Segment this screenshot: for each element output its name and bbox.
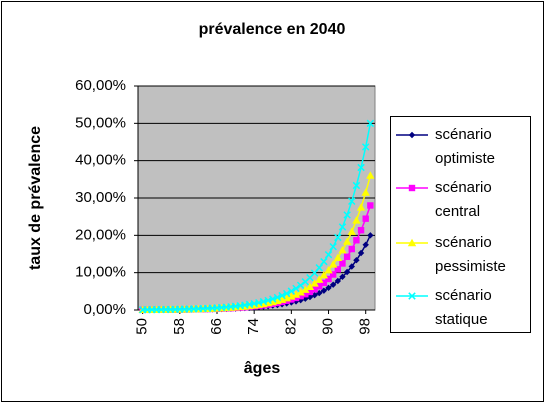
marker xyxy=(348,197,356,206)
marker xyxy=(357,227,365,234)
marker xyxy=(328,260,338,268)
marker xyxy=(296,281,305,290)
y-tick-label: 0,00% xyxy=(83,301,126,318)
marker xyxy=(342,237,352,245)
marker xyxy=(353,256,360,264)
marker xyxy=(357,163,365,172)
legend-entry: scénario optimiste xyxy=(396,126,495,167)
marker xyxy=(367,202,374,209)
marker xyxy=(361,188,370,196)
x-tick-label: 66 xyxy=(208,318,225,335)
marker xyxy=(408,131,416,139)
marker xyxy=(302,291,309,298)
marker xyxy=(287,292,296,300)
marker xyxy=(287,287,296,295)
marker xyxy=(343,268,351,276)
marker xyxy=(367,232,374,239)
marker xyxy=(343,253,351,260)
marker xyxy=(297,292,304,300)
marker xyxy=(324,265,333,274)
y-tick-label: 30,00% xyxy=(75,189,126,206)
marker xyxy=(348,263,355,270)
marker xyxy=(339,273,346,280)
marker xyxy=(366,171,375,179)
marker xyxy=(292,284,300,293)
marker xyxy=(338,245,347,254)
x-tick-label: 50 xyxy=(134,318,151,335)
marker xyxy=(269,295,277,303)
marker xyxy=(282,289,291,298)
marker xyxy=(301,285,310,293)
y-tick-label: 50,00% xyxy=(75,114,126,131)
marker xyxy=(352,216,361,224)
marker xyxy=(329,271,337,278)
marker xyxy=(357,249,365,257)
marker xyxy=(315,275,324,283)
x-tick-label: 74 xyxy=(245,318,262,335)
marker xyxy=(356,203,366,211)
marker xyxy=(362,241,369,248)
marker xyxy=(408,292,416,300)
marker xyxy=(338,223,347,231)
marker xyxy=(305,282,315,290)
marker xyxy=(334,233,342,242)
x-tick-label: 58 xyxy=(171,318,188,335)
marker xyxy=(361,143,370,151)
x-axis-title: âges xyxy=(244,360,281,377)
marker xyxy=(329,242,337,251)
legend-label: scénario optimiste xyxy=(435,126,495,167)
marker xyxy=(306,288,314,296)
legend-label: scénario central xyxy=(435,179,492,220)
x-tick-label: 90 xyxy=(319,318,336,335)
legend-label: scénario pessimiste xyxy=(435,234,506,275)
x-tick-label: 98 xyxy=(357,318,374,335)
marker xyxy=(348,245,355,253)
y-axis-title: taux de prévalence xyxy=(27,126,44,270)
marker xyxy=(334,266,342,273)
legend-entry: scénario pessimiste xyxy=(396,234,506,275)
marker xyxy=(339,260,346,267)
y-tick-label: 20,00% xyxy=(75,226,126,243)
chart-title: prévalence en 2040 xyxy=(199,21,346,38)
marker xyxy=(352,181,361,190)
marker xyxy=(278,291,286,300)
legend-entry: scénario central xyxy=(396,179,492,220)
marker xyxy=(292,294,300,302)
marker xyxy=(353,237,360,244)
marker xyxy=(291,290,301,298)
marker xyxy=(273,293,282,302)
y-tick-label: 10,00% xyxy=(75,264,126,281)
marker xyxy=(316,283,323,290)
legend-label: scénario statique xyxy=(435,287,492,328)
marker xyxy=(325,284,332,292)
y-tick-label: 40,00% xyxy=(75,152,126,169)
y-tick-label: 60,00% xyxy=(75,77,126,94)
x-tick-label: 82 xyxy=(282,318,299,335)
marker xyxy=(311,286,318,293)
marker xyxy=(310,279,319,287)
marker xyxy=(343,211,351,219)
marker xyxy=(334,277,342,285)
marker xyxy=(315,264,323,272)
marker xyxy=(408,184,416,192)
marker xyxy=(319,270,329,279)
marker xyxy=(320,279,328,287)
legend-entry: scénario statique xyxy=(396,287,492,328)
marker xyxy=(362,215,369,222)
marker xyxy=(320,257,328,266)
marker xyxy=(366,119,375,128)
marker xyxy=(325,275,332,283)
marker xyxy=(329,281,337,288)
marker xyxy=(347,227,356,235)
marker xyxy=(407,238,417,247)
marker xyxy=(324,250,333,259)
marker xyxy=(333,253,343,262)
marker xyxy=(296,288,305,296)
